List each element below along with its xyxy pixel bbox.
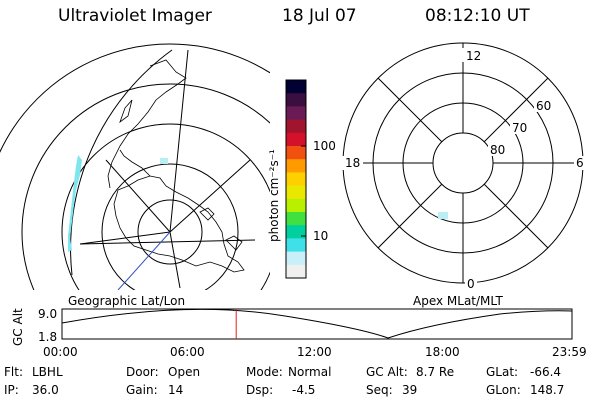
- filter-value: LBHL: [32, 365, 63, 379]
- magnetic-polar-grid: [342, 42, 584, 284]
- magnetic-projection-label: Apex MLat/MLT: [413, 294, 503, 308]
- mlt-label-0: 0: [467, 277, 475, 291]
- mlt-label-12: 12: [466, 49, 481, 63]
- altitude-ylabel: GC Alt: [11, 308, 25, 346]
- dsp-value: -4.5: [292, 383, 316, 397]
- glon-value: 148.7: [530, 383, 565, 397]
- colorbar-segment: [286, 225, 306, 239]
- colorbar-segment: [286, 172, 306, 187]
- glon-label: GLon:: [486, 383, 521, 397]
- altitude-ytick-bottom: 1.8: [38, 330, 57, 344]
- mlat-label-80: 80: [490, 143, 505, 157]
- lat-circle: [61, 123, 270, 290]
- colorbar-segment: [286, 80, 306, 94]
- gcalt-value: 8.7 Re: [416, 365, 455, 379]
- lat-circle: [137, 199, 203, 265]
- aurora-emission: [160, 158, 168, 164]
- mlat-label-60: 60: [536, 99, 551, 113]
- gain-label: Gain:: [126, 383, 158, 397]
- colorbar-tick-100: 100: [313, 139, 336, 153]
- continent-coastline: [107, 59, 187, 189]
- observation-time: 08:12:10 UT: [425, 6, 530, 26]
- meridian: [169, 231, 181, 289]
- colorbar-segment: [286, 159, 306, 173]
- island-coastline: [225, 235, 243, 251]
- colorbar-segment: [286, 146, 306, 160]
- island-coastline: [199, 207, 215, 221]
- mlat-label-70: 70: [512, 121, 527, 135]
- label-bg: [341, 156, 363, 170]
- glat-label: GLat:: [486, 365, 519, 379]
- ip-value: 36.0: [32, 383, 59, 397]
- colorbar-segment: [286, 185, 306, 200]
- geographic-projection-label: Geographic Lat/Lon: [68, 294, 185, 308]
- mlt-label-18: 18: [345, 156, 360, 170]
- meridian: [105, 159, 171, 233]
- altitude-plot-frame: [61, 308, 573, 340]
- mode-value: Normal: [288, 365, 332, 379]
- seq-label: Seq:: [366, 383, 393, 397]
- altitude-xtick: 00:00: [43, 345, 78, 359]
- aurora-emission: [438, 212, 448, 219]
- meridian: [79, 239, 256, 245]
- altitude-xtick: 06:00: [170, 345, 205, 359]
- aurora-emission: [68, 155, 82, 252]
- glat-value: -66.4: [530, 365, 562, 379]
- label-bg: [465, 276, 477, 290]
- colorbar-segment: [286, 106, 306, 121]
- colorbar-segment: [286, 93, 306, 107]
- mlt-line: [483, 77, 549, 143]
- label-bg: [459, 48, 473, 62]
- label-bg: [574, 156, 586, 170]
- colorbar-segment: [286, 132, 306, 147]
- mode-label: Mode:: [246, 365, 283, 379]
- antarctica-coastline: [113, 175, 245, 273]
- peninsula-coastline: [119, 149, 151, 177]
- label-bg: [488, 142, 508, 156]
- mlt-line: [377, 77, 443, 143]
- island-coastline: [119, 99, 133, 124]
- door-label: Door:: [126, 365, 159, 379]
- colorbar-segment: [286, 264, 306, 279]
- colorbar-segment: [286, 198, 306, 213]
- filter-label: Flt:: [4, 365, 23, 379]
- lat-circle: [101, 163, 239, 290]
- door-value: Open: [168, 365, 201, 379]
- terminator-line: [117, 231, 171, 290]
- mlt-line: [483, 183, 549, 249]
- gcalt-label: GC Alt:: [366, 365, 408, 379]
- altitude-xtick: 23:59: [552, 345, 587, 359]
- observation-date: 18 Jul 07: [282, 6, 357, 26]
- colorbar-segment: [286, 238, 306, 253]
- label-bg: [510, 120, 530, 134]
- altitude-ytick-top: 9.0: [38, 307, 57, 321]
- map-boundary: [70, 49, 173, 276]
- mlt-line: [377, 183, 443, 249]
- colorbar: [286, 80, 306, 279]
- altitude-xtick: 18:00: [425, 345, 460, 359]
- colorbar-tick-10: 10: [313, 229, 328, 243]
- lat-circle: [21, 83, 270, 290]
- instrument-title: Ultraviolet Imager: [58, 6, 212, 26]
- dsp-label: Dsp:: [246, 383, 274, 397]
- colorbar-frame: [285, 79, 307, 279]
- meridian: [169, 159, 251, 233]
- colorbar-unit-label: photon cm⁻²s⁻¹: [267, 149, 281, 242]
- gain-value: 14: [168, 383, 184, 397]
- lat-circle: [0, 43, 270, 154]
- colorbar-segment: [286, 251, 306, 266]
- altitude-xtick: 12:00: [297, 345, 332, 359]
- geographic-map: [0, 43, 270, 290]
- colorbar-segment: [286, 119, 306, 134]
- meridian: [79, 231, 171, 245]
- altitude-curve: [61, 308, 573, 339]
- seq-value: 39: [402, 383, 418, 397]
- colorbar-segment: [286, 212, 306, 226]
- mlt-label-6: 6: [576, 156, 584, 170]
- meridian: [169, 49, 189, 233]
- ip-label: IP:: [4, 383, 19, 397]
- label-bg: [534, 98, 554, 112]
